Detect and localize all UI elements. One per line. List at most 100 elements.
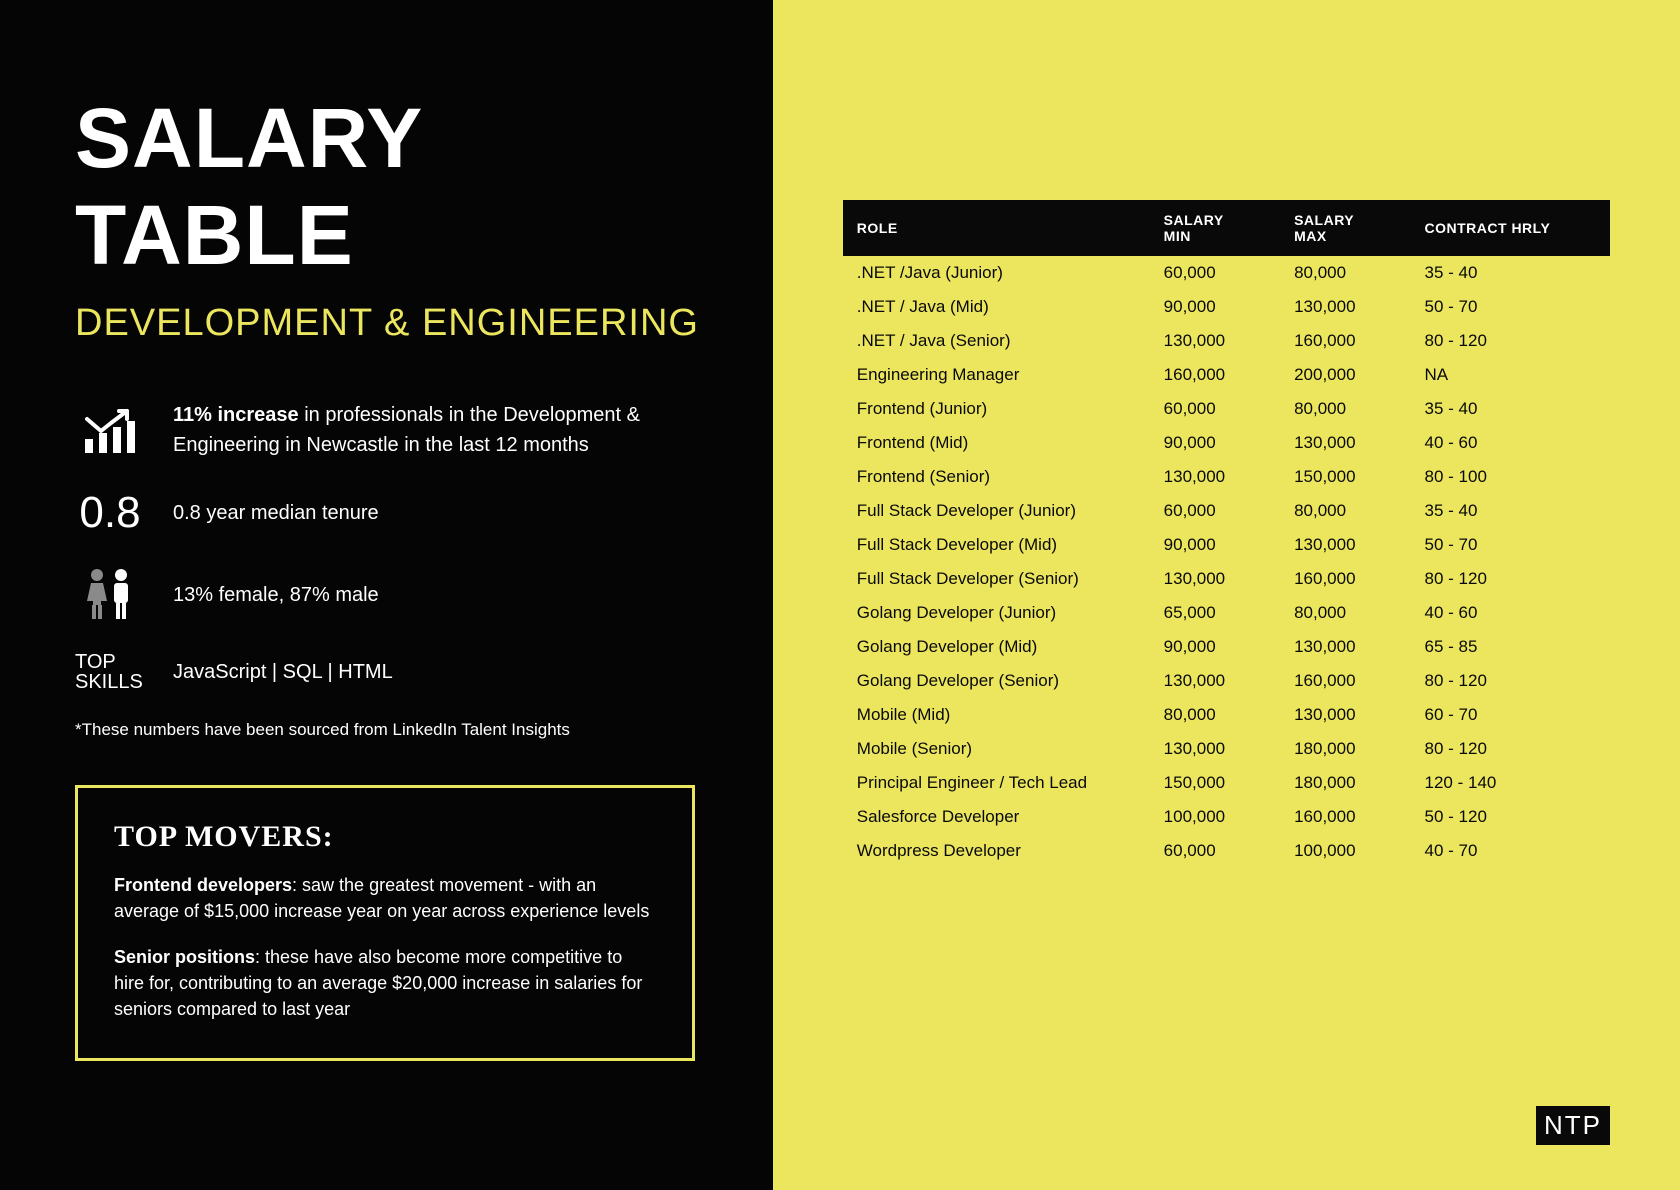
table-cell: 160,000 bbox=[1280, 800, 1410, 834]
table-cell: 120 - 140 bbox=[1411, 766, 1610, 800]
table-cell: Engineering Manager bbox=[843, 358, 1150, 392]
table-cell: 200,000 bbox=[1280, 358, 1410, 392]
table-cell: Golang Developer (Senior) bbox=[843, 664, 1150, 698]
table-cell: 80,000 bbox=[1280, 596, 1410, 630]
table-cell: .NET /Java (Junior) bbox=[843, 256, 1150, 290]
table-cell: 50 - 70 bbox=[1411, 528, 1610, 562]
table-cell: 90,000 bbox=[1150, 426, 1280, 460]
table-cell: 130,000 bbox=[1150, 460, 1280, 494]
table-cell: Golang Developer (Junior) bbox=[843, 596, 1150, 630]
table-cell: 80 - 120 bbox=[1411, 562, 1610, 596]
stat-gender-text: 13% female, 87% male bbox=[173, 580, 379, 610]
stat-increase: 11% increase in professionals in the Dev… bbox=[75, 400, 703, 460]
table-cell: 80 - 120 bbox=[1411, 664, 1610, 698]
column-header: ROLE bbox=[843, 200, 1150, 256]
stat-topskills-text: JavaScript | SQL | HTML bbox=[173, 657, 393, 687]
table-cell: 60 - 70 bbox=[1411, 698, 1610, 732]
table-cell: Mobile (Senior) bbox=[843, 732, 1150, 766]
salary-table-head: ROLESALARYMINSALARYMAXCONTRACT HRLY bbox=[843, 200, 1610, 256]
right-panel: ROLESALARYMINSALARYMAXCONTRACT HRLY .NET… bbox=[773, 0, 1680, 1190]
column-header: SALARYMAX bbox=[1280, 200, 1410, 256]
top-movers-p1: Frontend developers: saw the greatest mo… bbox=[114, 872, 656, 924]
stat-increase-text: 11% increase in professionals in the Dev… bbox=[173, 400, 703, 460]
table-cell: Mobile (Mid) bbox=[843, 698, 1150, 732]
table-cell: 130,000 bbox=[1150, 664, 1280, 698]
table-cell: 40 - 60 bbox=[1411, 596, 1610, 630]
table-cell: 90,000 bbox=[1150, 528, 1280, 562]
table-cell: 100,000 bbox=[1150, 800, 1280, 834]
table-cell: 60,000 bbox=[1150, 834, 1280, 868]
table-cell: 150,000 bbox=[1150, 766, 1280, 800]
table-cell: 130,000 bbox=[1280, 698, 1410, 732]
stat-topskills: TOP SKILLS JavaScript | SQL | HTML bbox=[75, 652, 703, 692]
table-row: .NET / Java (Senior)130,000160,00080 - 1… bbox=[843, 324, 1610, 358]
table-row: Frontend (Junior)60,00080,00035 - 40 bbox=[843, 392, 1610, 426]
table-cell: 160,000 bbox=[1280, 664, 1410, 698]
table-cell: 50 - 120 bbox=[1411, 800, 1610, 834]
growth-chart-icon bbox=[75, 405, 145, 455]
table-row: Mobile (Mid)80,000130,00060 - 70 bbox=[843, 698, 1610, 732]
table-cell: 150,000 bbox=[1280, 460, 1410, 494]
footnote: *These numbers have been sourced from Li… bbox=[75, 720, 703, 740]
table-row: Golang Developer (Mid)90,000130,00065 - … bbox=[843, 630, 1610, 664]
stat-tenure: 0.8 0.8 year median tenure bbox=[75, 488, 703, 538]
table-cell: 130,000 bbox=[1280, 630, 1410, 664]
table-cell: 35 - 40 bbox=[1411, 392, 1610, 426]
table-cell: 100,000 bbox=[1280, 834, 1410, 868]
table-row: Full Stack Developer (Senior)130,000160,… bbox=[843, 562, 1610, 596]
people-icon bbox=[75, 566, 145, 624]
table-row: Engineering Manager160,000200,000NA bbox=[843, 358, 1610, 392]
table-cell: 65 - 85 bbox=[1411, 630, 1610, 664]
table-cell: 80,000 bbox=[1280, 494, 1410, 528]
table-cell: 80,000 bbox=[1280, 256, 1410, 290]
table-cell: Full Stack Developer (Mid) bbox=[843, 528, 1150, 562]
stat-tenure-text: 0.8 year median tenure bbox=[173, 498, 379, 528]
column-header: CONTRACT HRLY bbox=[1411, 200, 1610, 256]
table-cell: 90,000 bbox=[1150, 290, 1280, 324]
table-cell: 35 - 40 bbox=[1411, 256, 1610, 290]
ntp-logo: NTP bbox=[1536, 1106, 1610, 1145]
table-row: Principal Engineer / Tech Lead150,000180… bbox=[843, 766, 1610, 800]
table-cell: Full Stack Developer (Senior) bbox=[843, 562, 1150, 596]
table-cell: .NET / Java (Senior) bbox=[843, 324, 1150, 358]
table-cell: 60,000 bbox=[1150, 256, 1280, 290]
top-movers-p2: Senior positions: these have also become… bbox=[114, 944, 656, 1022]
table-cell: 160,000 bbox=[1280, 562, 1410, 596]
table-cell: 130,000 bbox=[1280, 426, 1410, 460]
table-cell: Wordpress Developer bbox=[843, 834, 1150, 868]
table-row: Full Stack Developer (Junior)60,00080,00… bbox=[843, 494, 1610, 528]
table-cell: Salesforce Developer bbox=[843, 800, 1150, 834]
table-row: Mobile (Senior)130,000180,00080 - 120 bbox=[843, 732, 1610, 766]
table-row: Frontend (Mid)90,000130,00040 - 60 bbox=[843, 426, 1610, 460]
top-skills-label: TOP SKILLS bbox=[75, 652, 145, 692]
column-header: SALARYMIN bbox=[1150, 200, 1280, 256]
table-cell: 35 - 40 bbox=[1411, 494, 1610, 528]
table-cell: 180,000 bbox=[1280, 732, 1410, 766]
table-cell: Principal Engineer / Tech Lead bbox=[843, 766, 1150, 800]
left-panel: SALARY TABLE DEVELOPMENT & ENGINEERING 1… bbox=[0, 0, 773, 1190]
table-cell: 90,000 bbox=[1150, 630, 1280, 664]
table-cell: 160,000 bbox=[1280, 324, 1410, 358]
table-cell: 40 - 60 bbox=[1411, 426, 1610, 460]
table-cell: 130,000 bbox=[1280, 290, 1410, 324]
table-cell: 60,000 bbox=[1150, 392, 1280, 426]
table-cell: 60,000 bbox=[1150, 494, 1280, 528]
table-cell: 130,000 bbox=[1150, 732, 1280, 766]
table-cell: Frontend (Junior) bbox=[843, 392, 1150, 426]
table-cell: 130,000 bbox=[1280, 528, 1410, 562]
page-subtitle: DEVELOPMENT & ENGINEERING bbox=[75, 302, 703, 345]
table-row: Salesforce Developer100,000160,00050 - 1… bbox=[843, 800, 1610, 834]
table-cell: 80 - 120 bbox=[1411, 732, 1610, 766]
table-row: Golang Developer (Junior)65,00080,00040 … bbox=[843, 596, 1610, 630]
table-cell: 80 - 100 bbox=[1411, 460, 1610, 494]
table-row: .NET / Java (Mid)90,000130,00050 - 70 bbox=[843, 290, 1610, 324]
table-cell: Frontend (Mid) bbox=[843, 426, 1150, 460]
table-cell: Golang Developer (Mid) bbox=[843, 630, 1150, 664]
table-cell: 180,000 bbox=[1280, 766, 1410, 800]
table-cell: 40 - 70 bbox=[1411, 834, 1610, 868]
table-cell: 130,000 bbox=[1150, 562, 1280, 596]
salary-table: ROLESALARYMINSALARYMAXCONTRACT HRLY .NET… bbox=[843, 200, 1610, 868]
table-row: Frontend (Senior)130,000150,00080 - 100 bbox=[843, 460, 1610, 494]
table-cell: Frontend (Senior) bbox=[843, 460, 1150, 494]
table-cell: 80 - 120 bbox=[1411, 324, 1610, 358]
